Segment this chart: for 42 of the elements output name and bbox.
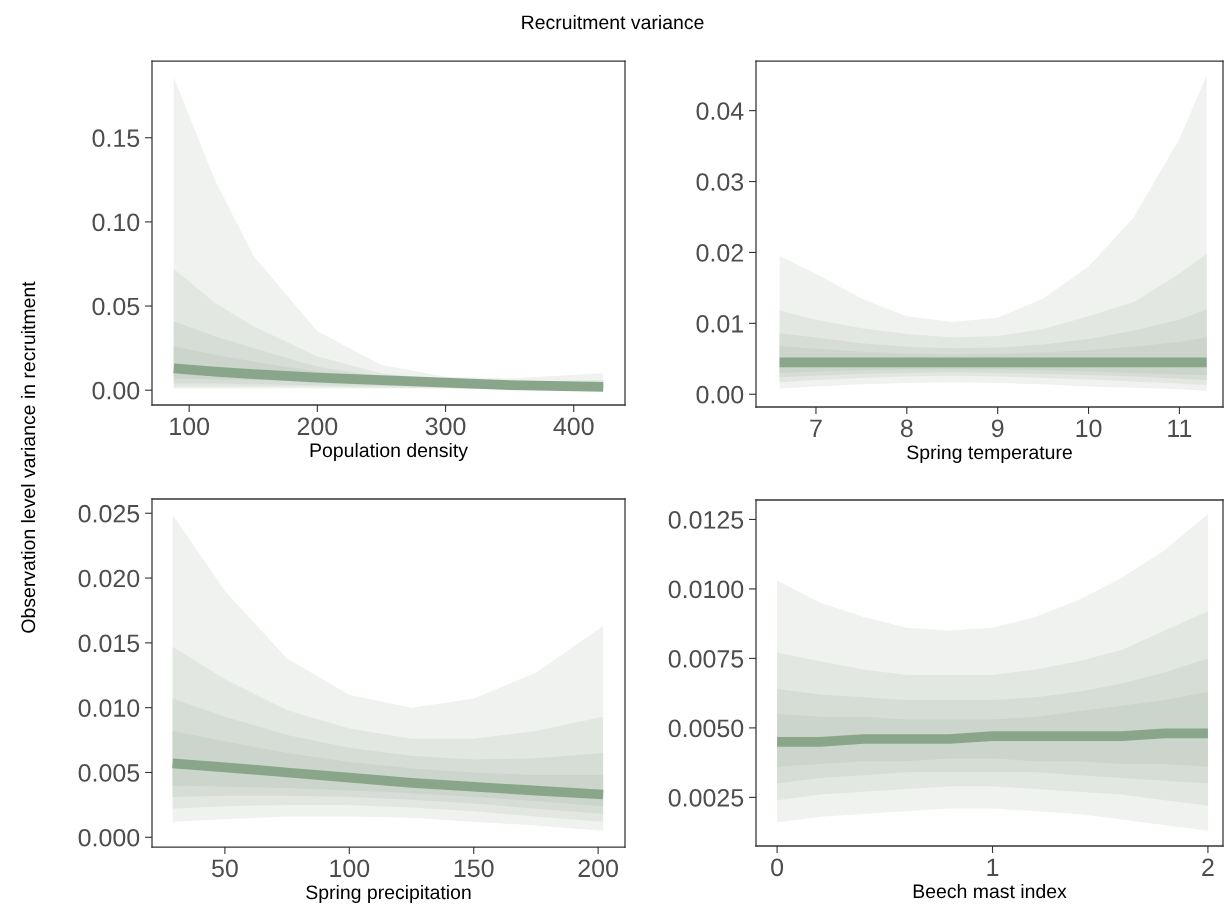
y-tick-label: 0.0125: [668, 511, 744, 529]
y-tick-label: 0.0075: [668, 650, 744, 668]
x-tick-label: 7: [810, 419, 822, 437]
x-tick-label: 11: [1168, 419, 1192, 437]
y-tick-label: 0.03: [696, 173, 744, 191]
x-tick-label: 400: [553, 417, 594, 436]
y-tick-label: 0.15: [92, 129, 140, 148]
x-axis-title: Population density: [310, 442, 468, 462]
y-tick-label: 0.005: [78, 764, 140, 782]
x-axis-title: Spring temperature: [907, 444, 1072, 464]
x-tick-label: 100: [330, 859, 370, 878]
y-tick-label: 0.04: [696, 102, 744, 120]
x-tick-label: 9: [991, 419, 1004, 438]
x-tick-label: 0: [771, 858, 784, 877]
x-tick-label: 200: [297, 417, 338, 436]
y-tick-label: 0.0050: [668, 719, 744, 738]
chart-title: Recruitment variance: [522, 14, 704, 30]
y-tick-label: 0.0025: [668, 788, 744, 807]
y-tick-label: 0.010: [78, 699, 140, 717]
y-tick-label: 0.05: [92, 297, 140, 316]
x-tick-label: 2: [1202, 858, 1214, 876]
y-tick-label: 0.00: [92, 381, 140, 400]
y-tick-label: 0.00: [696, 385, 744, 404]
y-tick-label: 0.020: [78, 569, 140, 588]
x-tick-label: 300: [425, 417, 466, 436]
y-tick-label: 0.015: [78, 634, 140, 653]
x-tick-label: 1: [987, 858, 999, 876]
y-tick-label: 0.02: [696, 244, 743, 262]
y-axis-title: Observation level variance in recruitment: [20, 281, 36, 633]
x-tick-label: 8: [900, 419, 913, 438]
y-tick-label: 0.01: [696, 314, 743, 333]
x-tick-label: 200: [578, 859, 619, 878]
y-tick-label: 0.0100: [668, 580, 744, 599]
x-tick-label: 50: [212, 859, 238, 878]
x-tick-label: 10: [1076, 419, 1102, 438]
y-tick-label: 0.10: [92, 213, 140, 232]
x-axis-title: Spring precipitation: [306, 884, 471, 904]
y-tick-label: 0.025: [78, 504, 140, 523]
x-tick-label: 100: [170, 417, 210, 436]
y-tick-label: 0.000: [78, 828, 140, 847]
x-axis-title: Beech mast index: [913, 883, 1067, 899]
x-tick-label: 150: [454, 859, 494, 878]
